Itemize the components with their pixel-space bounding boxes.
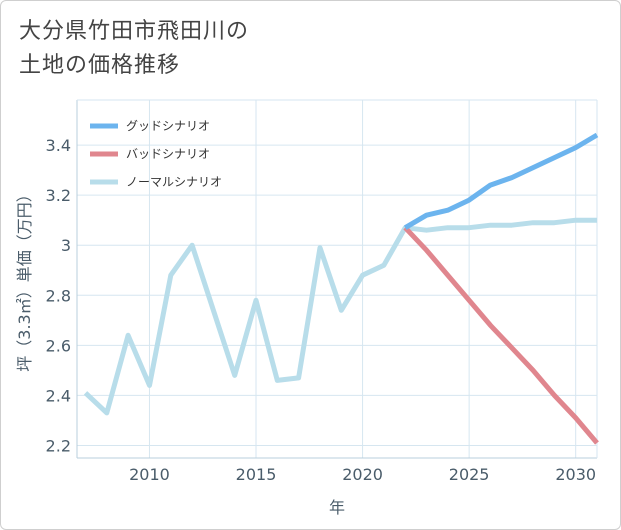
series-line-2: [83, 217, 597, 416]
tick-labels: 2010 2015 2020 2025 2030 2.2 2.4 2.6 2.8 3 3.2 3.4 年…: [15, 136, 596, 517]
x-tick-label-2025: 2025: [449, 465, 490, 484]
axes: [76, 99, 598, 459]
series-line-1: [403, 225, 599, 445]
y-tick-label-1: 2.4: [46, 386, 71, 405]
x-tick-label-2030: 2030: [555, 465, 596, 484]
series-lines: [83, 132, 599, 445]
legend-label-0: グッドシナリオ: [126, 119, 210, 133]
y-tick-label-5: 3.2: [46, 186, 71, 205]
x-tick-label-2015: 2015: [236, 465, 277, 484]
chart-title-line1: 大分県竹田市飛田川の: [19, 19, 250, 44]
y-axis-title: 坪（3.3㎡）単価（万円）: [15, 186, 34, 371]
x-tick-label-2010: 2010: [129, 465, 170, 484]
y-tick-label-2: 2.6: [46, 336, 71, 355]
y-tick-label-6: 3.4: [46, 136, 71, 155]
chart-title: 大分県竹田市飛田川の 土地の価格推移: [19, 15, 379, 83]
x-tick-label-2020: 2020: [342, 465, 383, 484]
series-line-0: [403, 132, 599, 230]
x-axis-title: 年: [329, 498, 345, 517]
y-tick-label-3: 2.8: [46, 286, 71, 305]
legend-label-1: バッドシナリオ: [126, 147, 210, 161]
y-tick-label-0: 2.2: [46, 436, 71, 455]
y-tick-label-4: 3: [61, 236, 71, 255]
legend-label-2: ノーマルシナリオ: [126, 175, 222, 189]
chart-title-line2: 土地の価格推移: [19, 53, 181, 78]
